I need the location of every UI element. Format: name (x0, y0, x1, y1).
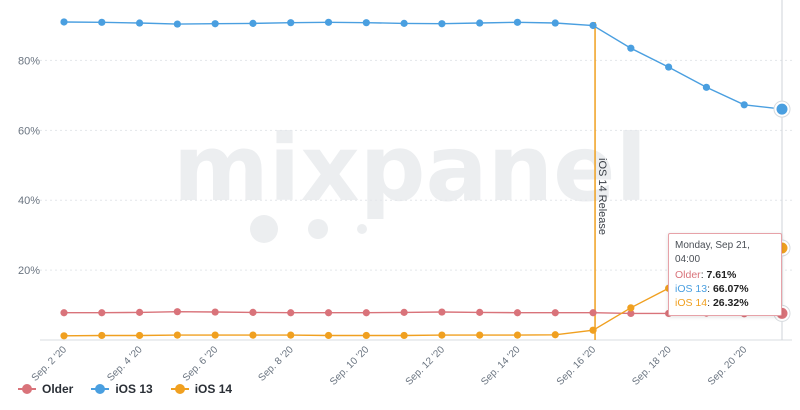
legend-label-older: Older (42, 382, 74, 396)
legend-label-ios14: iOS 14 (194, 382, 233, 396)
point-older[interactable] (513, 309, 522, 317)
point-ios13[interactable] (702, 83, 711, 91)
point-ios13[interactable] (627, 44, 635, 52)
tooltip-value-older: 7.61% (706, 269, 737, 281)
point-older[interactable] (627, 309, 635, 318)
x-tick-label: Sep. 14 '20 (479, 344, 523, 388)
point-older[interactable] (98, 309, 106, 317)
tooltip-value-ios14: 26.32% (712, 297, 749, 309)
point-ios13[interactable] (173, 20, 181, 28)
x-tick-label: Sep. 6 '20 (181, 344, 221, 384)
point-ios14[interactable] (173, 331, 181, 339)
x-tick-label: Sep. 2 '20 (30, 344, 70, 384)
point-ios13[interactable] (665, 63, 673, 71)
point-ios13[interactable] (776, 103, 788, 115)
point-ios13[interactable] (438, 20, 446, 28)
watermark-dot-large (250, 215, 278, 243)
legend-label-ios13: iOS 13 (115, 382, 153, 396)
point-older[interactable] (589, 309, 597, 317)
legend-swatch-older (18, 384, 36, 394)
x-tick-label: Sep. 12 '20 (404, 344, 448, 388)
point-ios14[interactable] (324, 331, 333, 340)
tooltip-value-ios13: 66.07% (712, 283, 749, 295)
point-older[interactable] (362, 309, 370, 317)
point-ios13[interactable] (249, 19, 257, 27)
watermark-logo: mixpanel (173, 115, 647, 222)
point-ios14[interactable] (249, 331, 257, 339)
series-line-ios13 (63, 21, 783, 110)
x-tick-label: Sep. 16 '20 (555, 344, 599, 388)
point-ios13[interactable] (324, 18, 333, 26)
point-older[interactable] (476, 308, 484, 316)
point-ios14[interactable] (98, 331, 106, 340)
point-ios13[interactable] (400, 19, 408, 27)
point-ios14[interactable] (476, 331, 484, 339)
legend-swatch-ios13 (91, 384, 110, 394)
point-older[interactable] (173, 308, 181, 316)
point-ios14[interactable] (627, 304, 635, 312)
point-ios14[interactable] (60, 332, 68, 340)
y-tick-label: 20% (18, 265, 40, 277)
legend-item-ios14[interactable]: iOS 14 (170, 382, 233, 396)
point-ios13[interactable] (287, 19, 295, 27)
point-older[interactable] (211, 308, 219, 316)
watermark-dot-small (357, 224, 367, 234)
x-tick-label: Sep. 8 '20 (256, 344, 296, 384)
point-ios14[interactable] (135, 331, 144, 340)
tooltip-row-ios13: iOS 13: 66.07% (675, 283, 749, 295)
point-ios13[interactable] (60, 18, 68, 26)
watermark-dot-medium (308, 219, 328, 239)
point-older[interactable] (287, 309, 295, 317)
legend-item-ios13[interactable]: iOS 13 (91, 382, 153, 396)
legend-item-older[interactable]: Older (18, 382, 73, 396)
point-older[interactable] (60, 309, 68, 317)
x-tick-label: Sep. 18 '20 (630, 344, 674, 388)
series-line-ios14 (63, 247, 783, 337)
point-ios13[interactable] (513, 18, 522, 26)
tooltip-name-ios13: iOS 13 (675, 283, 708, 295)
y-tick-label: 60% (18, 125, 40, 137)
point-ios14[interactable] (513, 331, 522, 339)
point-ios14[interactable] (400, 331, 408, 340)
x-tick-label: Sep. 4 '20 (105, 344, 145, 384)
x-tick-label: Sep. 10 '20 (328, 344, 372, 388)
hover-tooltip: Monday, Sep 21, 04:00 Older: 7.61% iOS 1… (668, 233, 782, 316)
point-older[interactable] (249, 308, 257, 316)
legend: Older iOS 13 iOS 14 (18, 382, 232, 396)
point-ios14[interactable] (362, 331, 370, 340)
point-ios14[interactable] (211, 331, 219, 339)
x-tick-label: Sep. 20 '20 (706, 344, 750, 388)
tooltip-name-older: Older (675, 269, 701, 281)
point-ios13[interactable] (476, 19, 484, 27)
tooltip-row-older: Older: 7.61% (675, 269, 737, 281)
point-ios13[interactable] (551, 19, 559, 27)
release-annotation: iOS 14 Release (596, 158, 608, 235)
tooltip-date: Monday, Sep 21, 04:00 (675, 240, 750, 265)
point-ios14[interactable] (287, 331, 295, 339)
point-ios14[interactable] (551, 331, 559, 339)
point-ios13[interactable] (362, 19, 370, 27)
y-tick-label: 40% (18, 195, 40, 207)
series-line-older (64, 310, 783, 315)
point-ios13[interactable] (135, 19, 144, 27)
point-older[interactable] (400, 308, 408, 316)
legend-swatch-ios14 (170, 384, 189, 394)
tooltip-row-ios14: iOS 14: 26.32% (675, 297, 749, 309)
y-tick-label: 80% (18, 55, 40, 67)
point-ios14[interactable] (589, 326, 597, 334)
point-ios13[interactable] (589, 21, 597, 30)
point-ios13[interactable] (740, 101, 748, 109)
point-older[interactable] (135, 308, 144, 316)
point-ios14[interactable] (438, 331, 446, 339)
point-older[interactable] (324, 309, 333, 317)
point-ios13[interactable] (211, 20, 219, 28)
point-ios13[interactable] (98, 18, 106, 26)
tooltip-name-ios14: iOS 14 (675, 297, 708, 309)
point-older[interactable] (438, 308, 446, 316)
point-older[interactable] (551, 309, 559, 317)
